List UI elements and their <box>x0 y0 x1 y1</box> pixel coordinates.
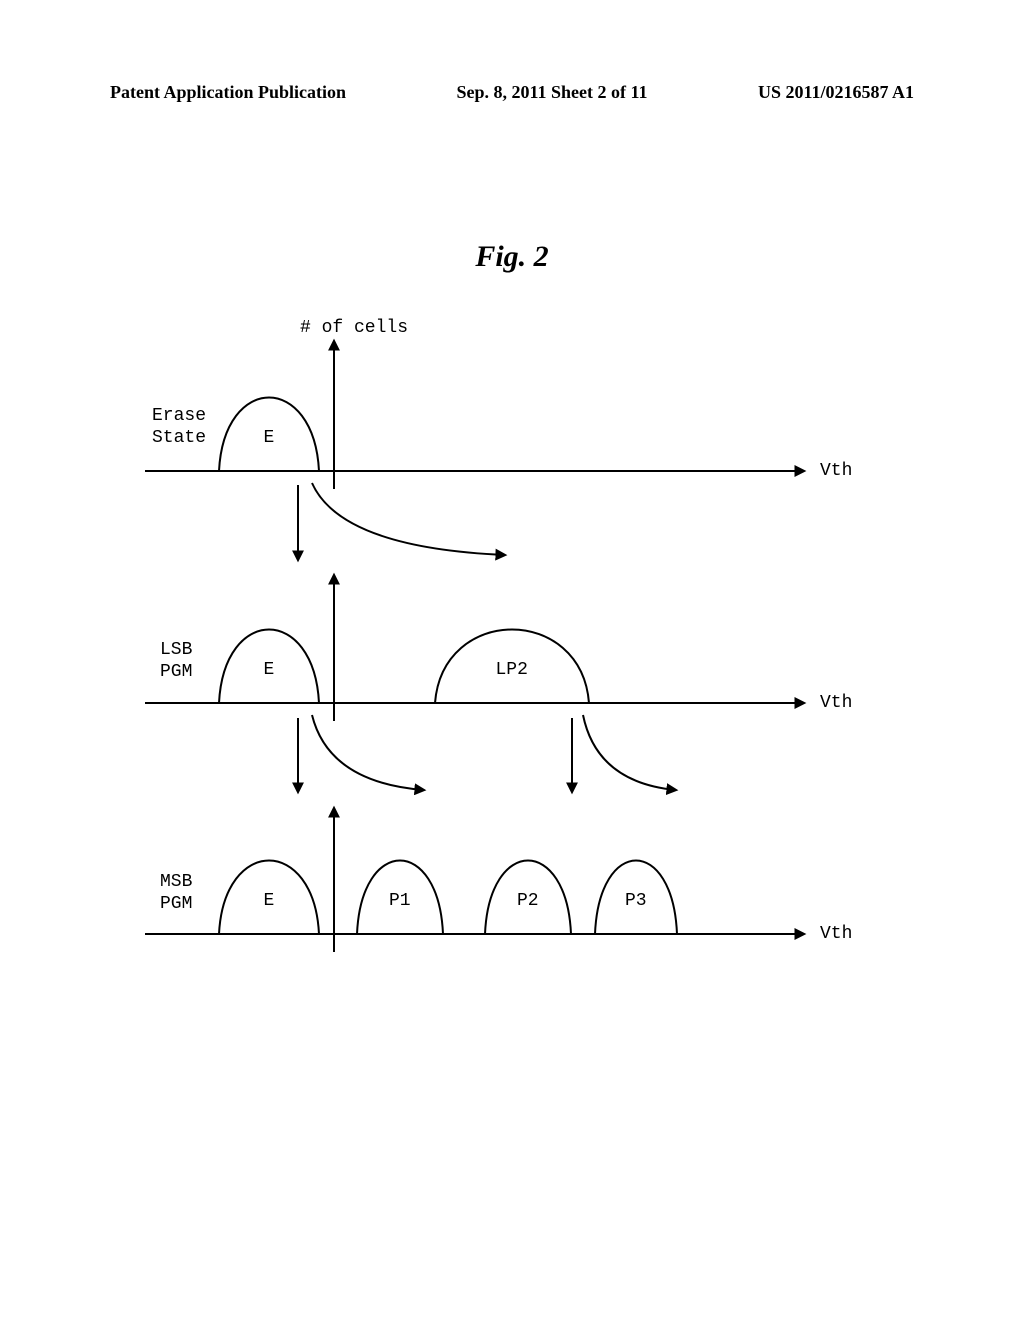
state-1-1: LP2 <box>496 660 528 682</box>
state-2-0: E <box>264 891 275 913</box>
x-axis-label-2: Vth <box>820 924 852 946</box>
state-2-2: P2 <box>517 891 539 913</box>
state-0-0: E <box>264 428 275 450</box>
state-2-3: P3 <box>625 891 647 913</box>
y-axis-label: # of cells <box>300 318 408 340</box>
row-label-2: MSB PGM <box>160 872 192 915</box>
state-1-0: E <box>264 660 275 682</box>
x-axis-label-0: Vth <box>820 461 852 483</box>
state-2-1: P1 <box>389 891 411 913</box>
x-axis-label-1: Vth <box>820 693 852 715</box>
row-label-1: LSB PGM <box>160 640 192 683</box>
row-label-0: Erase State <box>152 406 206 449</box>
